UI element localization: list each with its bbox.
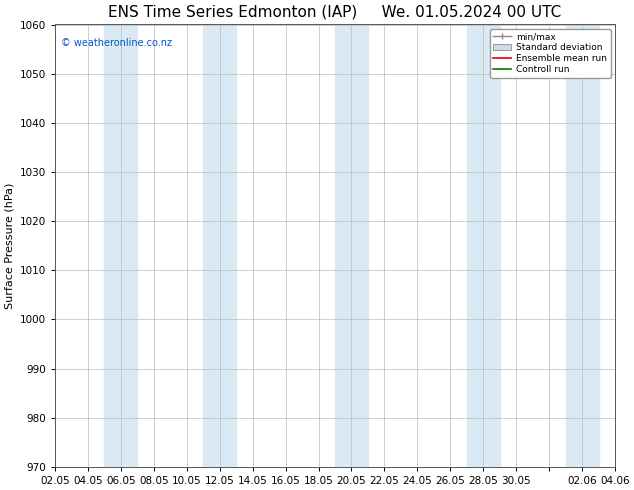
Title: ENS Time Series Edmonton (IAP)     We. 01.05.2024 00 UTC: ENS Time Series Edmonton (IAP) We. 01.05… [108,4,562,19]
Text: © weatheronline.co.nz: © weatheronline.co.nz [61,38,172,48]
Bar [204,24,236,467]
Bar [566,24,598,467]
Y-axis label: Surface Pressure (hPa): Surface Pressure (hPa) [4,182,14,309]
Bar [335,24,368,467]
Bar [105,24,138,467]
Bar [467,24,500,467]
Legend: min/max, Standard deviation, Ensemble mean run, Controll run: min/max, Standard deviation, Ensemble me… [489,29,611,77]
